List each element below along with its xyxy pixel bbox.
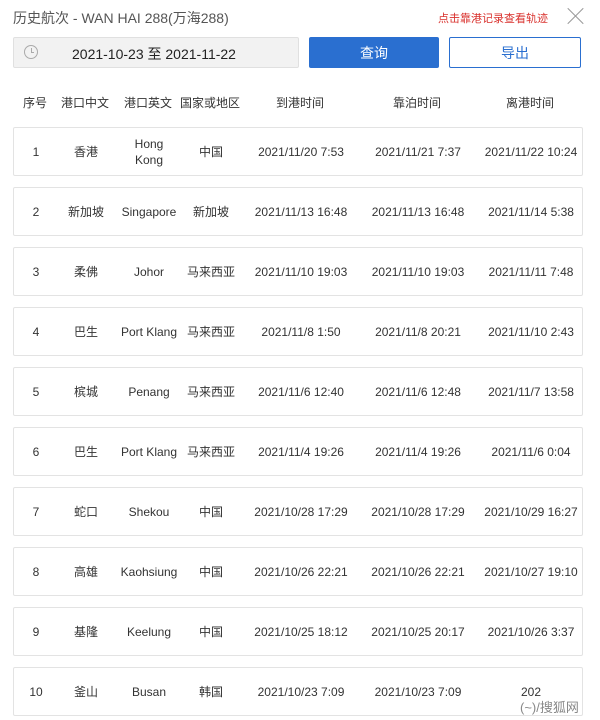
- table-row[interactable]: 10 釜山 Busan 韩国 2021/10/23 7:09 2021/10/23 7:0…: [13, 667, 583, 716]
- col-arrival-cell: 2021/10/28 17:29: [254, 504, 348, 519]
- export-button[interactable]: 导出: [449, 37, 581, 68]
- col-index-cell: 4: [32, 324, 40, 339]
- header-col-berth: 靠泊时间: [392, 96, 442, 110]
- col-port-cn-cell: 新加坡: [67, 204, 105, 219]
- col-country-cell: 马来西亚: [186, 384, 236, 399]
- col-arrival-cell: 2021/10/26 22:21: [254, 564, 348, 579]
- col-index-cell: 10: [29, 684, 43, 699]
- header-col-port-cn: 港口中文: [60, 96, 110, 110]
- col-berth-cell: 2021/10/25 20:17: [371, 624, 465, 639]
- date-range-picker[interactable]: 2021-10-23 至 2021-11-22: [13, 37, 299, 68]
- col-port-en-cell: Busan: [131, 684, 167, 699]
- header-col-arrival: 到港时间: [275, 96, 325, 110]
- col-berth-cell: 2021/11/8 20:21: [375, 324, 461, 339]
- table-row[interactable]: 8 高雄 Kaohsiung 中国 2021/10/26 22:21 2021/10/26…: [13, 547, 583, 596]
- col-berth-cell: 2021/10/26 22:21: [371, 564, 465, 579]
- col-berth-cell: 2021/11/13 16:48: [371, 204, 465, 219]
- col-arrival-cell: 2021/11/4 19:26: [258, 444, 344, 459]
- col-index-cell: 8: [32, 564, 40, 579]
- col-country-cell: 中国: [198, 144, 224, 159]
- col-port-en-cell: Port Klang: [120, 324, 178, 339]
- table-row[interactable]: 2 新加坡 Singapore 新加坡 2021/11/13 16:48 2021/11/…: [13, 187, 583, 236]
- col-country-cell: 马来西亚: [186, 264, 236, 279]
- col-port-en-cell: Keelung: [126, 624, 172, 639]
- col-port-cn-cell: 柔佛: [73, 264, 99, 279]
- col-country-cell: 中国: [198, 504, 224, 519]
- track-hint: 点击靠港记录查看轨迹: [438, 13, 548, 25]
- col-port-en-cell: Port Klang: [120, 444, 178, 459]
- header-col-departure: 离港时间: [505, 96, 555, 110]
- query-button[interactable]: 查询: [309, 37, 439, 68]
- col-index-cell: 5: [32, 384, 40, 399]
- col-index-cell: 7: [32, 504, 40, 519]
- table-header: 序号 港口中文 港口英文 国家或地区 到港时间 靠泊时间 离港时间: [0, 94, 600, 110]
- col-departure-cell: 202: [520, 684, 542, 699]
- col-country-cell: 新加坡: [192, 204, 230, 219]
- col-port-cn-cell: 巴生: [73, 444, 99, 459]
- col-departure-cell: 2021/10/26 3:37: [487, 624, 575, 639]
- col-index-cell: 9: [32, 624, 40, 639]
- col-berth-cell: 2021/11/10 19:03: [371, 264, 465, 279]
- col-country-cell: 韩国: [198, 684, 224, 699]
- header-col-index: 序号: [22, 96, 48, 110]
- col-berth-cell: 2021/11/21 7:37: [375, 144, 461, 159]
- col-departure-cell: 2021/11/22 10:24: [484, 144, 578, 159]
- col-arrival-cell: 2021/11/8 1:50: [261, 324, 341, 339]
- col-port-en-cell: Johor: [133, 264, 165, 279]
- col-departure-cell: 2021/11/6 0:04: [491, 444, 571, 459]
- header-col-port-en: 港口英文: [123, 96, 173, 110]
- col-port-en-cell: Shekou: [128, 504, 170, 519]
- date-range-value: 2021-10-23 至 2021-11-22: [72, 46, 236, 62]
- table-row[interactable]: 3 柔佛 Johor 马来西亚 2021/11/10 19:03 2021/11/10 1…: [13, 247, 583, 296]
- col-berth-cell: 2021/11/6 12:48: [375, 384, 461, 399]
- col-port-cn-cell: 蛇口: [73, 504, 99, 519]
- watermark: (~)/搜狐网: [520, 700, 579, 715]
- col-country-cell: 马来西亚: [186, 324, 236, 339]
- col-port-en-cell: Hong Kong: [134, 136, 164, 167]
- col-arrival-cell: 2021/10/25 18:12: [254, 624, 348, 639]
- header-col-country: 国家或地区: [179, 96, 241, 110]
- col-country-cell: 中国: [198, 624, 224, 639]
- col-departure-cell: 2021/11/11 7:48: [488, 264, 574, 279]
- col-port-en-cell: Penang: [128, 384, 170, 399]
- col-index-cell: 1: [32, 144, 40, 159]
- close-icon[interactable]: [567, 7, 585, 25]
- col-departure-cell: 2021/11/7 13:58: [488, 384, 574, 399]
- table-row[interactable]: 7 蛇口 Shekou 中国 2021/10/28 17:29 2021/10/28 17…: [13, 487, 583, 536]
- dialog-title: 历史航次 - WAN HAI 288(万海288): [13, 10, 229, 26]
- table-row[interactable]: 4 巴生 Port Klang 马来西亚 2021/11/8 1:50 2021/11/8…: [13, 307, 583, 356]
- col-departure-cell: 2021/10/27 19:10: [484, 564, 578, 579]
- table-row[interactable]: 6 巴生 Port Klang 马来西亚 2021/11/4 19:26 2021/11/…: [13, 427, 583, 476]
- col-berth-cell: 2021/11/4 19:26: [375, 444, 461, 459]
- col-port-cn-cell: 巴生: [73, 324, 99, 339]
- col-arrival-cell: 2021/10/23 7:09: [257, 684, 345, 699]
- clock-icon: [24, 45, 38, 59]
- col-berth-cell: 2021/10/28 17:29: [371, 504, 465, 519]
- table-row[interactable]: 9 基隆 Keelung 中国 2021/10/25 18:12 2021/10/25 2…: [13, 607, 583, 656]
- col-index-cell: 3: [32, 264, 40, 279]
- col-departure-cell: 2021/10/29 16:27: [484, 504, 578, 519]
- col-arrival-cell: 2021/11/13 16:48: [254, 204, 348, 219]
- col-departure-cell: 2021/11/10 2:43: [488, 324, 574, 339]
- col-port-cn-cell: 基隆: [73, 624, 99, 639]
- col-index-cell: 2: [32, 204, 40, 219]
- col-port-cn-cell: 高雄: [73, 564, 99, 579]
- col-departure-cell: 2021/11/14 5:38: [488, 204, 574, 219]
- table-row[interactable]: 5 槟城 Penang 马来西亚 2021/11/6 12:40 2021/11/6 12…: [13, 367, 583, 416]
- col-port-en-cell: Singapore: [121, 204, 177, 219]
- col-port-cn-cell: 槟城: [73, 384, 99, 399]
- col-port-en-cell: Kaohsiung: [120, 564, 178, 579]
- col-arrival-cell: 2021/11/10 19:03: [254, 264, 348, 279]
- col-port-cn-cell: 釜山: [73, 684, 99, 699]
- col-index-cell: 6: [32, 444, 40, 459]
- col-country-cell: 中国: [198, 564, 224, 579]
- col-arrival-cell: 2021/11/20 7:53: [258, 144, 344, 159]
- col-country-cell: 马来西亚: [186, 444, 236, 459]
- col-port-cn-cell: 香港: [73, 144, 99, 159]
- table-row[interactable]: 1 香港 Hong Kong 中国 2021/11/20 7:53 2021/11/21 …: [13, 127, 583, 176]
- col-berth-cell: 2021/10/23 7:09: [374, 684, 462, 699]
- col-arrival-cell: 2021/11/6 12:40: [258, 384, 344, 399]
